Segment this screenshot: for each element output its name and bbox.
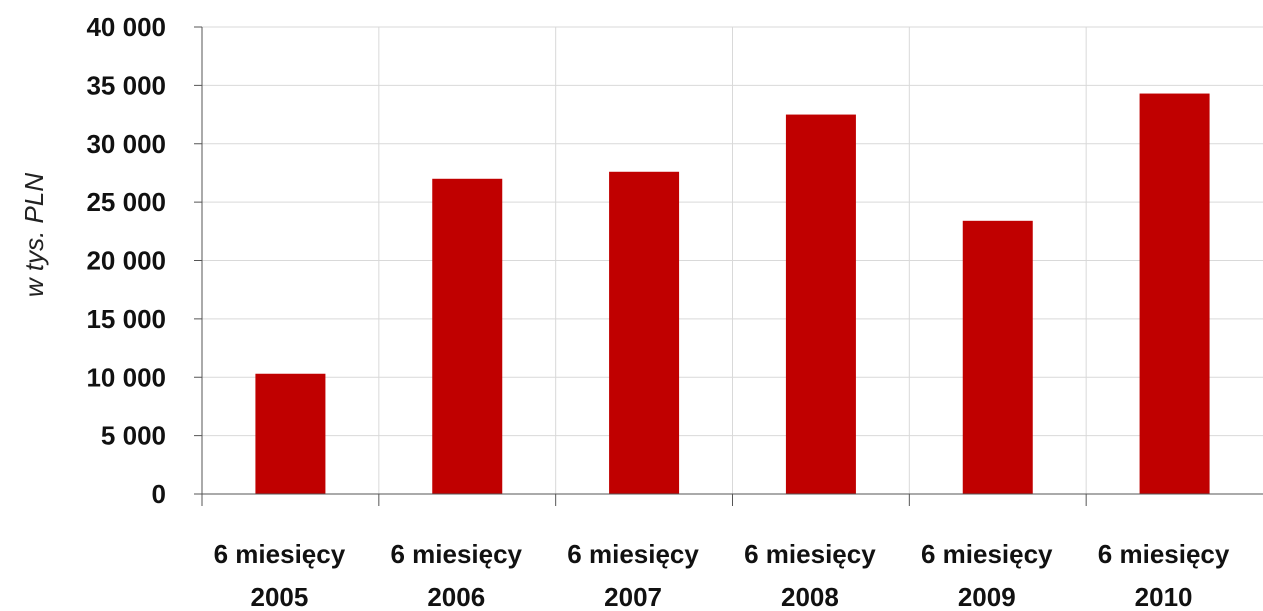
grid-lines (202, 26, 1263, 494)
y-tick-label: 25 000 (86, 187, 166, 217)
y-tick-labels: 0 5 000 10 000 15 000 20 000 25 000 30 000 35 0… (86, 12, 166, 509)
axes (194, 26, 1263, 506)
y-tick-label: 30 000 (86, 129, 166, 159)
x-category-label: 6 miesięcy 2009 (921, 539, 1053, 611)
x-category-label: 6 miesięcy 2006 (390, 539, 522, 611)
y-axis-title: w tys. PLN (19, 173, 49, 297)
bar (962, 220, 1033, 494)
x-category-label: 6 miesięcy 2010 (1098, 539, 1230, 611)
y-tick-label: 35 000 (86, 70, 166, 100)
y-tick-label: 20 000 (86, 246, 166, 276)
x-category-label: 6 miesięcy 2008 (744, 539, 876, 611)
bar (609, 171, 680, 494)
bar (785, 114, 856, 494)
x-category-label: 6 miesięcy 2005 (214, 539, 346, 611)
bar (255, 373, 326, 494)
bar (432, 178, 503, 494)
y-tick-label: 10 000 (86, 362, 166, 392)
x-category-labels: 6 miesięcy 2005 6 miesięcy 2006 6 miesięcy 20… (214, 539, 1230, 611)
y-tick-label: 0 (152, 479, 166, 509)
y-tick-label: 5 000 (101, 421, 166, 451)
y-tick-label: 15 000 (86, 304, 166, 334)
x-category-label: 6 miesięcy 2007 (567, 539, 699, 611)
bars (255, 93, 1210, 495)
y-tick-label: 40 000 (86, 12, 166, 42)
bar (1139, 93, 1210, 495)
